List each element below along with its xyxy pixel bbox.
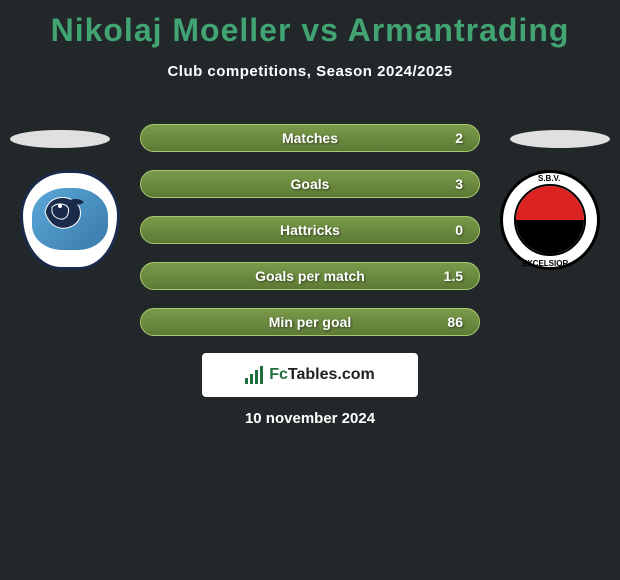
- date-text: 10 november 2024: [0, 410, 620, 427]
- page-title: Nikolaj Moeller vs Armantrading: [0, 0, 620, 49]
- page-subtitle: Club competitions, Season 2024/2025: [0, 63, 620, 80]
- stat-label-goals: Goals: [291, 176, 330, 192]
- chart-icon: [245, 366, 263, 384]
- stats-container: Matches 2 Goals 3 Hattricks 0 Goals per …: [140, 124, 480, 354]
- crest-right-text-bottom: EXCELSIOR: [522, 259, 568, 268]
- player-ellipse-left: [10, 130, 110, 148]
- fctables-text: FcTables.com: [269, 366, 375, 384]
- crest-right-text-top: S.B.V.: [538, 174, 560, 183]
- stat-row-min-per-goal: Min per goal 86: [140, 308, 480, 336]
- stat-row-goals-per-match: Goals per match 1.5: [140, 262, 480, 290]
- stat-label-min-per-goal: Min per goal: [269, 314, 351, 330]
- stat-label-matches: Matches: [282, 130, 338, 146]
- club-crest-right: S.B.V. EXCELSIOR: [500, 170, 600, 270]
- stat-label-hattricks: Hattricks: [280, 222, 340, 238]
- club-crest-left: [20, 170, 120, 270]
- stat-value-matches: 2: [455, 130, 463, 146]
- stat-value-min-per-goal: 86: [447, 314, 463, 330]
- fctables-suffix: Tables.com: [288, 366, 375, 383]
- stat-row-hattricks: Hattricks 0: [140, 216, 480, 244]
- stat-value-goals: 3: [455, 176, 463, 192]
- player-ellipse-right: [510, 130, 610, 148]
- stat-row-goals: Goals 3: [140, 170, 480, 198]
- stat-row-matches: Matches 2: [140, 124, 480, 152]
- fctables-badge: FcTables.com: [202, 353, 418, 397]
- fctables-prefix: Fc: [269, 366, 288, 383]
- stat-label-goals-per-match: Goals per match: [255, 268, 365, 284]
- stat-value-hattricks: 0: [455, 222, 463, 238]
- stat-value-goals-per-match: 1.5: [444, 268, 463, 284]
